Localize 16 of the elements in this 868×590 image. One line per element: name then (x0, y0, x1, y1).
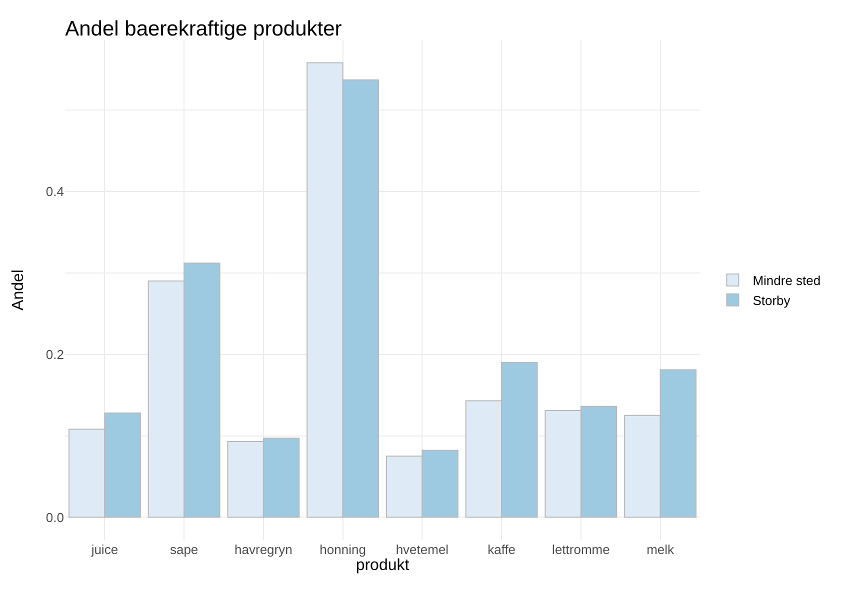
x-tick-label: hvetemel (396, 542, 449, 557)
y-tick-label: 0.2 (46, 346, 64, 362)
x-tick-label: havregryn (234, 542, 292, 557)
x-tick-label: juice (90, 542, 118, 557)
y-axis-title: Andel (10, 270, 27, 310)
y-tick-label: 0.0 (46, 510, 64, 525)
x-tick-label: kaffe (488, 542, 516, 557)
x-tick-label: lettromme (552, 542, 610, 557)
chart-title: Andel baerekraftige produkter (65, 17, 342, 40)
x-axis-title: produkt (356, 557, 410, 574)
x-tick-label: honning (320, 542, 366, 557)
legend-label: Storby (752, 292, 791, 308)
y-tick-label: 0.4 (46, 184, 64, 200)
x-tick-label: sape (170, 542, 198, 557)
legend-label: Mindre sted (752, 273, 821, 288)
x-tick-label: melk (646, 542, 675, 557)
